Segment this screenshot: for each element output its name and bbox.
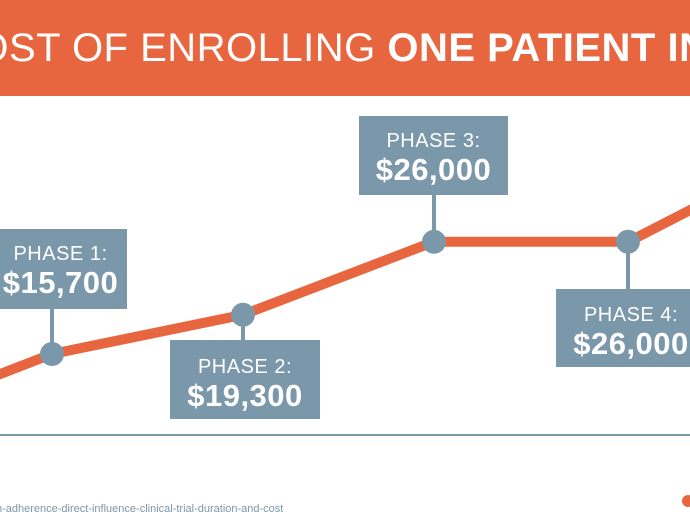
phase-3-marker [422,229,446,254]
phase-3-label: PHASE 3: [386,130,481,152]
title-banner: GE COST OF ENROLLING ONE PATIENT IN A [0,0,690,96]
phase-4-label: PHASE 4: [583,304,679,326]
source-url: n-adherence-direct-influence-clinical-tr… [0,503,284,515]
phase-3-box: PHASE 3: $26,000 [359,116,508,195]
trend-line-segment-end [625,204,690,247]
phase-2-box: PHASE 2: $19,300 [170,340,320,419]
phase-2-value: $19,300 [187,378,303,413]
phase-4-marker [616,229,640,254]
title-bold-text: ONE PATIENT IN A [387,26,690,70]
phase-4-value: $26,000 [573,326,689,361]
title-light-text: GE COST OF ENROLLING [0,26,376,70]
phase-1-box: PHASE 1: $15,700 [0,229,127,309]
phase-2-marker [231,302,255,327]
footer-dot [682,495,690,507]
phase-1-marker [40,342,64,366]
trend-line [50,236,628,359]
phase-2-label: PHASE 2: [197,356,293,378]
phase-1-label: PHASE 1: [13,243,108,265]
chart-title: GE COST OF ENROLLING ONE PATIENT IN A [0,24,690,72]
phase-3-value: $26,000 [375,152,492,187]
phase-1-value: $15,700 [2,265,119,300]
phase-4-box: PHASE 4: $26,000 [556,289,690,367]
